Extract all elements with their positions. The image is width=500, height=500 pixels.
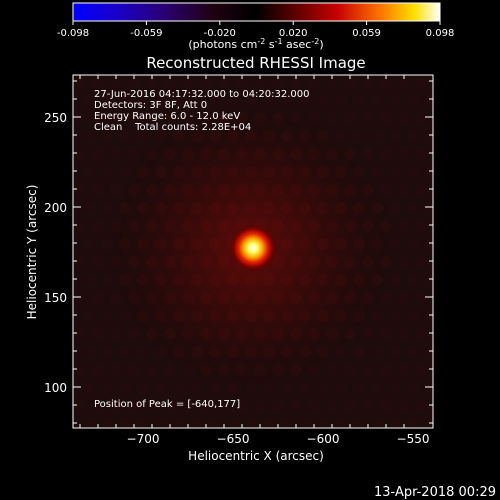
colorbar-tick-label: -0.059 bbox=[130, 28, 162, 39]
plot-title: Reconstructed RHESSI Image bbox=[146, 54, 365, 72]
info-detectors: Detectors: 3F 8F, Att 0 bbox=[94, 100, 207, 111]
colorbar-ticks bbox=[72, 21, 441, 25]
colorbar-tick-label: 0.098 bbox=[426, 28, 455, 39]
colorbar-tick-label: 0.059 bbox=[352, 28, 381, 39]
colorbar-units-label: (photons cm-2 s-1 asec-2) bbox=[188, 37, 323, 51]
info-block: 27-Jun-2016 04:17:32.000 to 04:20:32.000… bbox=[94, 89, 310, 133]
colorbar-tick-label: 0.020 bbox=[279, 28, 308, 39]
rhessi-image bbox=[73, 75, 433, 428]
plot-frame bbox=[72, 74, 434, 429]
x-tick-label: −550 bbox=[397, 432, 430, 446]
info-time-range: 27-Jun-2016 04:17:32.000 to 04:20:32.000 bbox=[94, 89, 310, 100]
footer-timestamp: 13-Apr-2018 00:29 bbox=[374, 485, 496, 500]
y-tick-label: 100 bbox=[44, 381, 67, 395]
x-tick-labels: −700 −650 −600 −550 bbox=[127, 432, 430, 446]
peak-position-label: Position of Peak = [-640,177] bbox=[94, 399, 240, 410]
y-tick-label: 250 bbox=[44, 111, 67, 125]
colorbar: -0.098 -0.059 -0.020 0.020 0.059 0.098 (photo… bbox=[57, 2, 454, 51]
x-tick-label: −700 bbox=[127, 432, 160, 446]
info-total-counts: Clean Total counts: 2.28E+04 bbox=[94, 122, 251, 133]
info-energy-range: Energy Range: 6.0 - 12.0 keV bbox=[94, 111, 240, 122]
x-tick-label: −650 bbox=[217, 432, 250, 446]
colorbar-tick-label: -0.098 bbox=[57, 28, 89, 39]
colorbar-gradient bbox=[72, 2, 441, 22]
x-tick-label: −600 bbox=[307, 432, 340, 446]
x-axis-label: Heliocentric X (arcsec) bbox=[188, 449, 324, 463]
flare-source bbox=[229, 224, 277, 272]
y-tick-labels: 250 200 150 100 bbox=[44, 111, 67, 395]
y-axis-label: Heliocentric Y (arcsec) bbox=[25, 185, 39, 320]
axis-ticks bbox=[73, 75, 433, 428]
colorbar-tick-labels: -0.098 -0.059 -0.020 0.020 0.059 0.098 bbox=[57, 28, 454, 39]
y-tick-label: 150 bbox=[44, 291, 67, 305]
y-tick-label: 200 bbox=[44, 201, 67, 215]
colorbar-tick-label: -0.020 bbox=[204, 28, 236, 39]
